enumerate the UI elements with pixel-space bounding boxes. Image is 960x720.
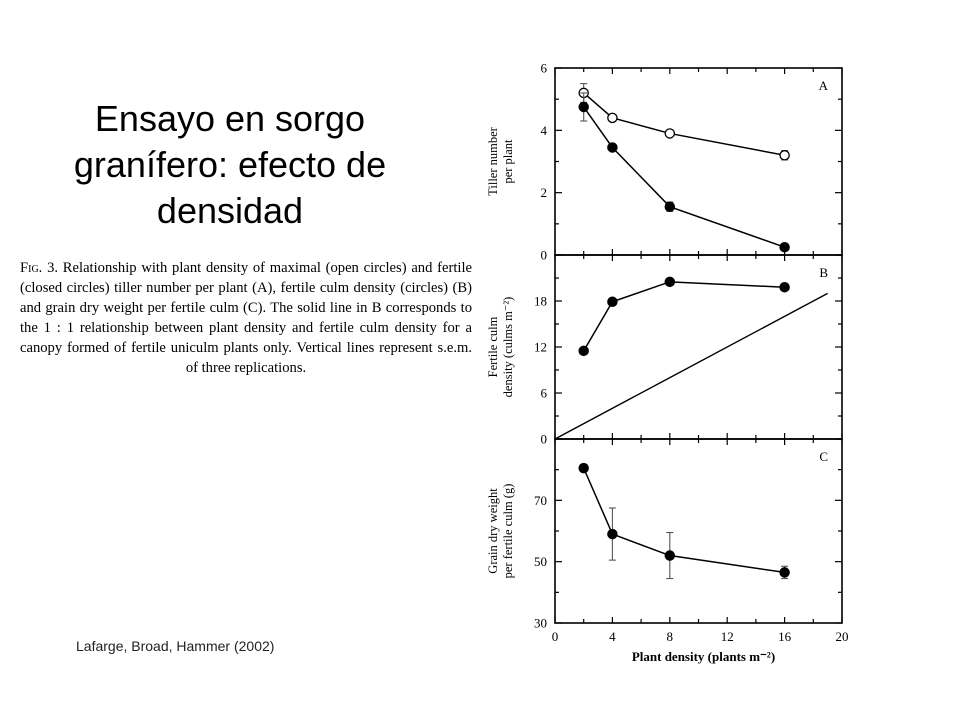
panel-B-ytick-label: 18	[534, 294, 547, 309]
panel-C-series-0-point	[664, 550, 676, 561]
panel-A-series-0-line	[583, 92, 785, 157]
xtick-label: 12	[721, 629, 734, 644]
panel-B-series-0-point	[578, 345, 589, 357]
panel-B-series-0-point	[607, 296, 618, 308]
panel-A-ytick-label: 0	[541, 248, 548, 263]
panel-A-series-1-point	[578, 101, 589, 113]
panel-B-ylabel: Fertile culm	[486, 316, 500, 377]
panel-B-letter: B	[819, 265, 828, 280]
panel-A-ytick-label: 2	[541, 185, 548, 200]
panel-A-series-0-point	[664, 128, 676, 139]
citation: Lafarge, Broad, Hammer (2002)	[76, 638, 275, 654]
panel-B-ytick-label: 6	[541, 386, 548, 401]
panel-A-series-0-point	[607, 112, 618, 124]
panel-C-series-0-line	[583, 467, 785, 574]
x-axis-label: Plant density (plants m⁻²)	[632, 649, 775, 664]
figure-caption: Fig. 3. Relationship with plant density …	[20, 258, 472, 378]
caption-text: Relationship with plant density of maxim…	[20, 260, 472, 376]
xtick-label: 20	[836, 629, 849, 644]
panel-B-ytick-label: 0	[541, 432, 548, 447]
panel-C-ylabel: per fertile culm (g)	[501, 484, 515, 579]
panel-A-series-1-point	[607, 142, 618, 153]
panel-A-ylabel: Tiller number	[486, 126, 500, 195]
panel-B-ylabel: density (culms m⁻²)	[501, 297, 515, 398]
panel-C-series-0-point	[779, 567, 790, 578]
panel-C-ytick-label: 50	[534, 554, 547, 569]
panel-A-ylabel: per plant	[501, 139, 515, 184]
panel-A-series-0-point	[779, 150, 790, 161]
panel-C-letter: C	[819, 449, 828, 464]
xtick-label: 8	[667, 629, 674, 644]
panel-A-series-1-point	[779, 241, 790, 253]
panel-A-series-1-point	[664, 201, 676, 212]
panel-A-frame	[554, 67, 843, 256]
panel-C-frame	[554, 438, 843, 624]
panel-C-ylabel: Grain dry weight	[486, 488, 500, 574]
panel-B-series-0-line	[583, 281, 785, 352]
caption-label: Fig. 3.	[20, 260, 59, 276]
panel-A-ytick-label: 6	[541, 61, 548, 76]
panel-A-series-1-line	[583, 106, 785, 248]
xtick-label: 4	[609, 629, 616, 644]
panel-B-series-0-point	[779, 281, 790, 293]
xtick-label: 16	[778, 629, 792, 644]
panel-C-series-0-point	[607, 528, 618, 540]
panel-C-series-0-point	[578, 462, 589, 474]
panel-B-ytick-label: 12	[534, 340, 547, 355]
panel-B-reference-line	[554, 292, 828, 440]
xtick-label: 0	[552, 629, 559, 644]
panel-C-ytick-label: 70	[534, 493, 547, 508]
panel-A-ytick-label: 4	[541, 123, 548, 138]
panel-A-letter: A	[819, 78, 829, 93]
slide-title: Ensayo en sorgo granífero: efecto de den…	[73, 98, 387, 231]
panel-C-ytick-label: 30	[534, 616, 547, 631]
panel-B-series-0-point	[664, 276, 676, 288]
